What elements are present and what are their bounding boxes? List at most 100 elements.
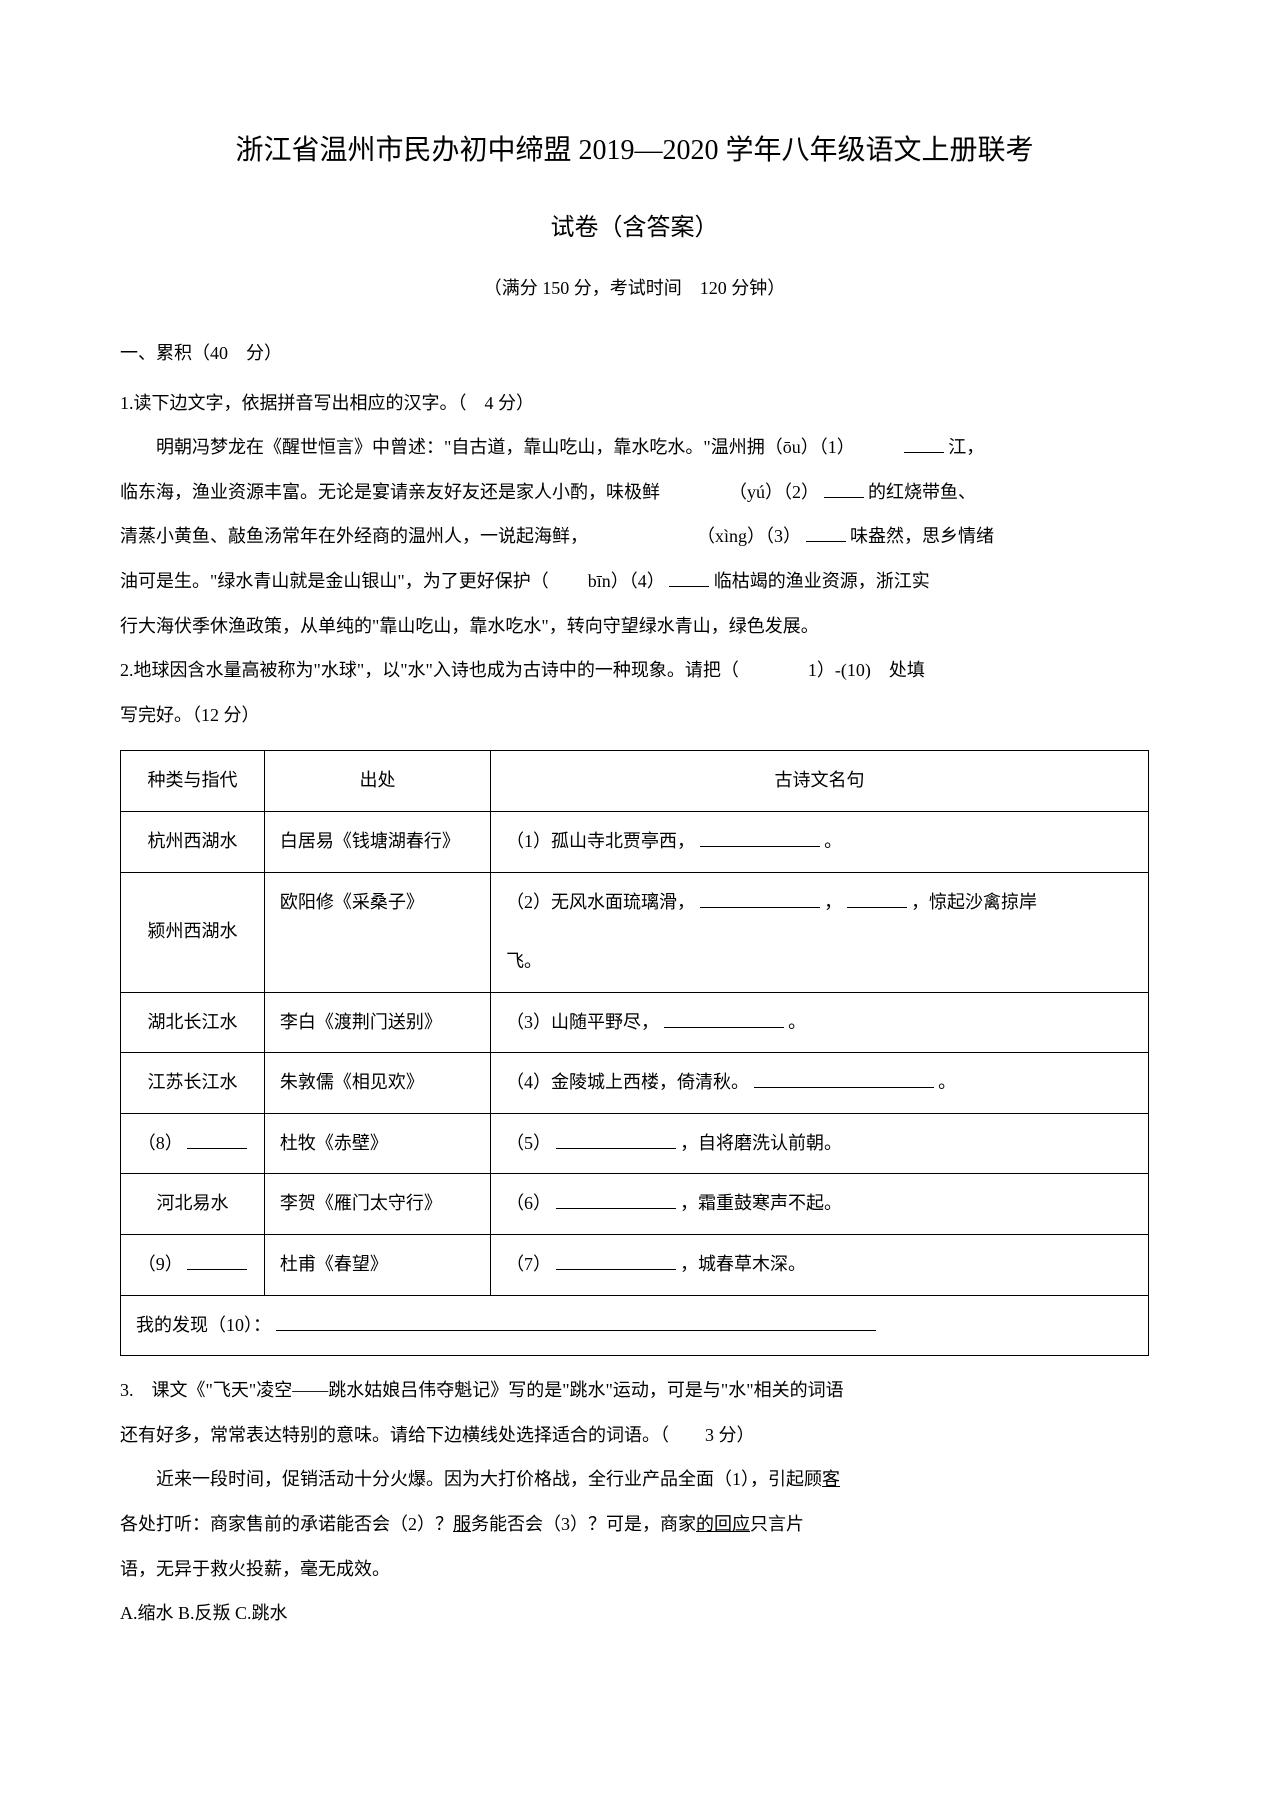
verse-suffix2: ，惊起沙禽掠岸 xyxy=(911,892,1037,912)
blank-verse-1[interactable] xyxy=(700,829,820,847)
q1-l3c: 味盎然，思乡情绪 xyxy=(850,526,994,546)
q3-line5: 语，无异于救火投薪，毫无成效。 xyxy=(120,1550,1149,1590)
cell-source: 李贺《雁门太守行》 xyxy=(264,1174,490,1235)
q2-hb: 1）-(10) 处填 xyxy=(808,660,925,680)
cell-verse: （3）山随平野尽， 。 xyxy=(491,992,1149,1053)
verse-prefix: （5） xyxy=(506,1133,551,1153)
cell-source: 李白《渡荆门送别》 xyxy=(264,992,490,1053)
blank-4[interactable] xyxy=(669,569,709,587)
cell-source: 欧阳修《采桑子》 xyxy=(264,872,490,992)
exam-subtitle: 试卷（含答案） xyxy=(120,202,1149,255)
q2-header: 2.地球因含水量高被称为"水球"，以"水"入诗也成为古诗中的一种现象。请把（ 1… xyxy=(120,651,1149,691)
cell-verse: （6） ，霜重鼓寒声不起。 xyxy=(491,1174,1149,1235)
table-header-row: 种类与指代 出处 古诗文名句 xyxy=(121,751,1149,812)
q1-line5: 行大海伏季休渔政策，从单纯的"靠山吃山，靠水吃水"，转向守望绿水青山，绿色发展。 xyxy=(120,607,1149,647)
verse-suffix: ，城春草木深。 xyxy=(680,1254,806,1274)
q1-line3: 清蒸小黄鱼、敲鱼汤常年在外经商的温州人，一说起海鲜， （xìng）（3） 味盎然… xyxy=(120,517,1149,557)
cell-source: 杜甫《春望》 xyxy=(264,1235,490,1296)
q1-l4a: 油可是生。"绿水青山就是金山银山"，为了更好保护（ xyxy=(120,571,549,591)
cell-verse-cont: 飞。 xyxy=(491,932,1149,992)
blank-3[interactable] xyxy=(806,524,846,542)
q3-line3: 近来一段时间，促销活动十分火爆。因为大打价格战，全行业产品全面（1），引起顾客 xyxy=(120,1460,1149,1500)
verse-suffix: 。 xyxy=(788,1012,806,1032)
blank-verse-5[interactable] xyxy=(556,1131,676,1149)
q1-l2b: （yú）（2） xyxy=(729,482,819,502)
cell-verse: （7） ，城春草木深。 xyxy=(491,1235,1149,1296)
q3-l4e: 的回应 xyxy=(696,1514,750,1534)
q1-l4c: 临枯竭的渔业资源，浙江实 xyxy=(714,571,930,591)
discovery-label: 我的发现（10）： xyxy=(136,1315,271,1335)
verse-suffix: ，霜重鼓寒声不起。 xyxy=(680,1193,842,1213)
q3-l4c: 务能否 xyxy=(471,1514,525,1534)
blank-verse-6[interactable] xyxy=(556,1191,676,1209)
blank-verse-3[interactable] xyxy=(664,1010,784,1028)
th-verse: 古诗文名句 xyxy=(491,751,1149,812)
q2-ha: 2.地球因含水量高被称为"水球"，以"水"入诗也成为古诗中的一种现象。请把（ xyxy=(120,660,739,680)
q2-header2: 写完好。（12 分） xyxy=(120,696,1149,736)
table-row: 杭州西湖水 白居易《钱塘湖春行》 （1）孤山寺北贾亭西， 。 xyxy=(121,811,1149,872)
q1-l3a: 清蒸小黄鱼、敲鱼汤常年在外经商的温州人，一说起海鲜， xyxy=(120,526,588,546)
q1-l4b: bīn）（4） xyxy=(588,571,665,591)
table-row: 河北易水 李贺《雁门太守行》 （6） ，霜重鼓寒声不起。 xyxy=(121,1174,1149,1235)
cell-type: 颍州西湖水 xyxy=(121,872,265,992)
verse-prefix: （6） xyxy=(506,1193,551,1213)
verse-suffix: ，自将磨洗认前朝。 xyxy=(680,1133,842,1153)
q1-l3b: （xìng）（3） xyxy=(697,526,801,546)
blank-verse-2b[interactable] xyxy=(847,890,907,908)
q3-options: A.缩水 B.反叛 C.跳水 xyxy=(120,1594,1149,1634)
cell-type: （9） xyxy=(121,1235,265,1296)
q1-l1a: 明朝冯梦龙在《醒世恒言》中曾述："自古道，靠山吃山，靠水吃水。"温州拥（ōu）（… xyxy=(156,437,855,457)
blank-verse-7[interactable] xyxy=(556,1252,676,1270)
exam-meta: （满分 150 分，考试时间 120 分钟） xyxy=(120,269,1149,309)
table-row: （8） 杜牧《赤壁》 （5） ，自将磨洗认前朝。 xyxy=(121,1113,1149,1174)
cell-verse: （2）无风水面琉璃滑， ， ，惊起沙禽掠岸 xyxy=(491,872,1149,932)
verse-text: （4）金陵城上西楼，倚清秋。 xyxy=(506,1072,749,1092)
q3-l4f: 只言片 xyxy=(750,1514,804,1534)
blank-verse-4[interactable] xyxy=(754,1070,934,1088)
q1-line4: 油可是生。"绿水青山就是金山银山"，为了更好保护（ bīn）（4） 临枯竭的渔业… xyxy=(120,562,1149,602)
cell-source: 白居易《钱塘湖春行》 xyxy=(264,811,490,872)
verse-text: （2）无风水面琉璃滑， xyxy=(506,892,695,912)
verse-mid: ， xyxy=(824,892,842,912)
blank-8[interactable] xyxy=(187,1131,247,1149)
discovery-row: 我的发现（10）： xyxy=(121,1295,1149,1356)
q3-l4d: 会（3）？可是，商家 xyxy=(525,1514,696,1534)
q1-header: 1.读下边文字，依据拼音写出相应的汉字。（ 4 分） xyxy=(120,384,1149,424)
cell-type: 河北易水 xyxy=(121,1174,265,1235)
exam-title: 浙江省温州市民办初中缔盟 2019—2020 学年八年级语文上册联考 xyxy=(120,120,1149,182)
cell-verse: （5） ，自将磨洗认前朝。 xyxy=(491,1113,1149,1174)
cell-type: （8） xyxy=(121,1113,265,1174)
discovery-cell: 我的发现（10）： xyxy=(121,1295,1149,1356)
section-1-header: 一、累积（40 分） xyxy=(120,334,1149,374)
q3-l4a: 各处打听：商家售前的承诺能否会（2）？ xyxy=(120,1514,453,1534)
blank-1[interactable] xyxy=(904,435,944,453)
q3-line1: 3. 课文《"飞天"凌空——跳水姑娘吕伟夺魁记》写的是"跳水"运动，可是与"水"… xyxy=(120,1371,1149,1411)
cell-type: 湖北长江水 xyxy=(121,992,265,1053)
blank-verse-2a[interactable] xyxy=(700,890,820,908)
cell-prefix: （9） xyxy=(138,1254,183,1274)
cell-source: 杜牧《赤壁》 xyxy=(264,1113,490,1174)
th-source: 出处 xyxy=(264,751,490,812)
cell-verse: （1）孤山寺北贾亭西， 。 xyxy=(491,811,1149,872)
q1-l2c: 的红烧带鱼、 xyxy=(868,482,976,502)
q3-l4b: 服 xyxy=(453,1514,471,1534)
q1-l2a: 临东海，渔业资源丰富。无论是宴请亲友好友还是家人小酌，味极鲜 xyxy=(120,482,660,502)
blank-2[interactable] xyxy=(824,480,864,498)
blank-10[interactable] xyxy=(276,1313,876,1331)
table-row: 颍州西湖水 欧阳修《采桑子》 （2）无风水面琉璃滑， ， ，惊起沙禽掠岸 xyxy=(121,872,1149,932)
table-row: 湖北长江水 李白《渡荆门送别》 （3）山随平野尽， 。 xyxy=(121,992,1149,1053)
verse-text: （3）山随平野尽， xyxy=(506,1012,659,1032)
q1-line2: 临东海，渔业资源丰富。无论是宴请亲友好友还是家人小酌，味极鲜 （yú）（2） 的… xyxy=(120,473,1149,513)
q3-line2: 还有好多，常常表达特别的意味。请给下边横线处选择适合的词语。（ 3 分） xyxy=(120,1416,1149,1456)
cell-type: 杭州西湖水 xyxy=(121,811,265,872)
cell-source: 朱敦儒《相见欢》 xyxy=(264,1053,490,1114)
cell-verse: （4）金陵城上西楼，倚清秋。 。 xyxy=(491,1053,1149,1114)
blank-9[interactable] xyxy=(187,1252,247,1270)
table-row: 江苏长江水 朱敦儒《相见欢》 （4）金陵城上西楼，倚清秋。 。 xyxy=(121,1053,1149,1114)
q3-line4: 各处打听：商家售前的承诺能否会（2）？服务能否会（3）？可是，商家的回应只言片 xyxy=(120,1505,1149,1545)
th-type: 种类与指代 xyxy=(121,751,265,812)
q1-line1: 明朝冯梦龙在《醒世恒言》中曾述："自古道，靠山吃山，靠水吃水。"温州拥（ōu）（… xyxy=(120,428,1149,468)
q1-l1b: 江， xyxy=(948,437,984,457)
cell-type: 江苏长江水 xyxy=(121,1053,265,1114)
verse-suffix: 。 xyxy=(938,1072,956,1092)
